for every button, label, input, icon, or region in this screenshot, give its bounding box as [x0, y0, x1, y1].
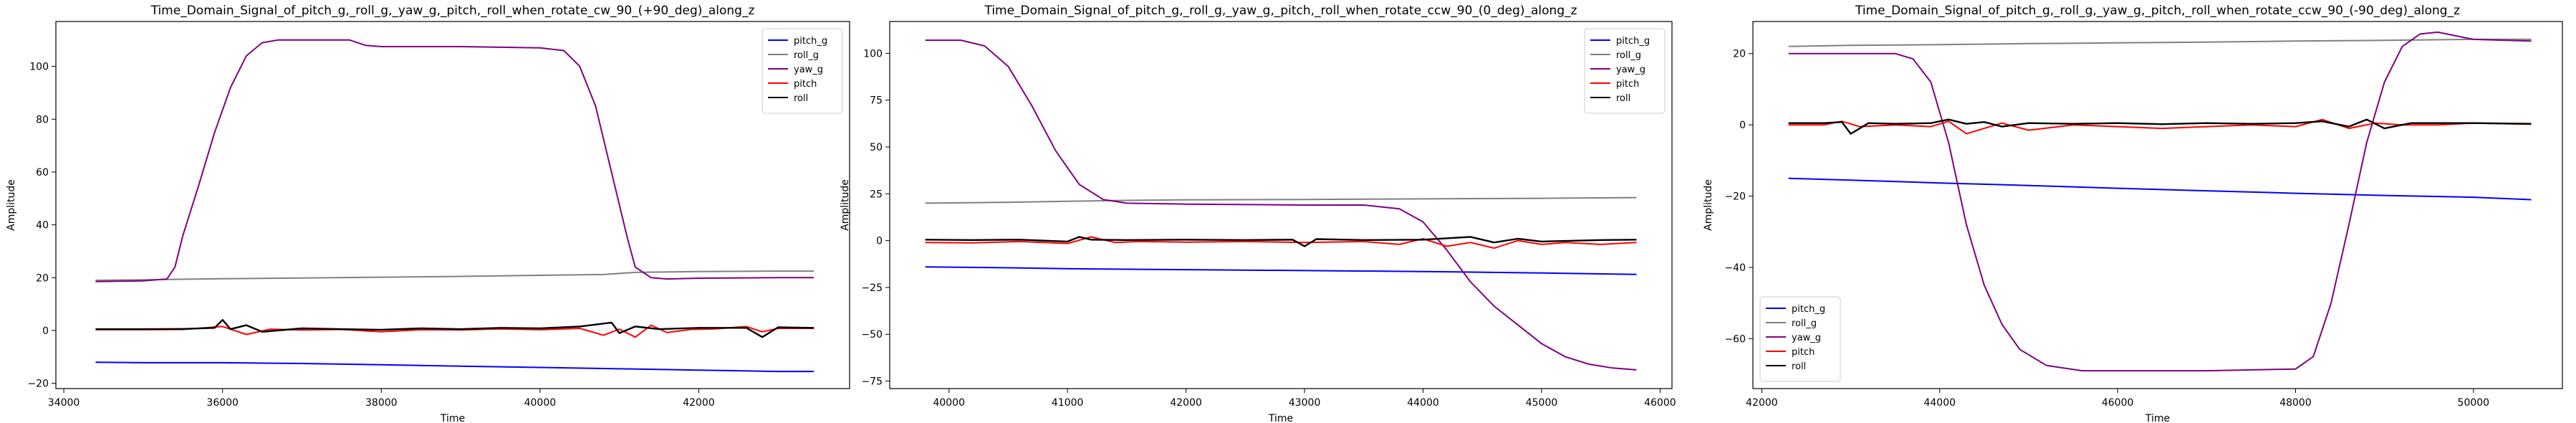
legend-label: yaw_g [1792, 333, 1821, 343]
legend-label: pitch [1616, 79, 1639, 90]
y-tick-label: −20 [27, 379, 49, 390]
series-line-pitch-g [95, 361, 814, 373]
series-line-yaw-g [95, 39, 814, 282]
legend-label: pitch [794, 79, 817, 90]
y-tick-label: 0 [42, 325, 49, 337]
x-tick-label: 43000 [1289, 397, 1321, 409]
y-tick-label: 100 [863, 48, 883, 60]
x-axis-label: Time [440, 413, 465, 423]
y-tick-label: −75 [861, 376, 883, 388]
x-tick-label: 36000 [206, 397, 239, 409]
y-tick-label: −25 [861, 282, 883, 294]
series-line-pitch-g [1788, 177, 2532, 201]
y-tick-label: 25 [870, 189, 883, 200]
series-line-pitch-g [925, 266, 1637, 275]
legend-label: pitch [1792, 347, 1815, 358]
y-tick-label: 60 [36, 167, 49, 179]
series-line-pitch [95, 324, 814, 338]
y-axis-label: Amplitude [6, 179, 17, 231]
y-axis-label: Amplitude [1703, 179, 1714, 231]
legend-label: yaw_g [1616, 65, 1645, 75]
x-axis-label: Time [2145, 413, 2170, 423]
y-tick-label: 100 [29, 62, 49, 73]
x-axis-label: Time [1268, 413, 1293, 423]
plot-area [55, 21, 850, 389]
series-line-pitch [1788, 118, 2532, 135]
legend-label: roll [1792, 361, 1806, 372]
y-tick-label: −50 [861, 329, 883, 341]
legend-label: pitch_g [794, 36, 827, 47]
series-line-roll [95, 319, 814, 338]
x-tick-label: 46000 [2102, 397, 2134, 409]
legend-box [1759, 296, 1841, 382]
x-tick-label: 44000 [1923, 397, 1956, 409]
legend-label: roll [1616, 93, 1630, 104]
legend-label: roll_g [1616, 50, 1641, 61]
chart-3: Time_Domain_Signal_of_pitch_g,_roll_g,_y… [1703, 4, 2563, 423]
chart-title: Time_Domain_Signal_of_pitch_g,_roll_g,_y… [984, 4, 1577, 18]
y-tick-label: 50 [870, 142, 883, 153]
chart-1: Time_Domain_Signal_of_pitch_g,_roll_g,_y… [6, 4, 850, 423]
x-tick-label: 34000 [48, 397, 80, 409]
x-tick-label: 44000 [1407, 397, 1439, 409]
legend-box [1584, 28, 1666, 114]
chart-2: Time_Domain_Signal_of_pitch_g,_roll_g,_y… [840, 4, 1676, 423]
y-tick-label: 40 [36, 220, 49, 232]
series-line-yaw-g [1788, 31, 2532, 372]
y-axis-label: Amplitude [840, 179, 851, 231]
legend-label: roll_g [1792, 318, 1817, 329]
series-line-roll-g [1788, 38, 2532, 47]
y-tick-label: 75 [870, 95, 883, 107]
plot-area [1752, 21, 2563, 389]
legend-label: yaw_g [794, 65, 823, 75]
series-line-roll [925, 236, 1637, 247]
legend-label: roll [794, 93, 808, 104]
legend-label: pitch_g [1792, 304, 1825, 315]
x-tick-label: 48000 [2279, 397, 2312, 409]
x-tick-label: 42000 [683, 397, 715, 409]
series-line-pitch [925, 236, 1637, 249]
x-tick-label: 38000 [365, 397, 398, 409]
legend-box [761, 28, 843, 114]
x-tick-label: 40000 [933, 397, 965, 409]
legend-label: roll_g [794, 50, 819, 61]
x-tick-label: 45000 [1526, 397, 1558, 409]
y-tick-label: 20 [36, 272, 49, 284]
y-tick-label: −20 [1724, 191, 1746, 203]
y-tick-label: −60 [1724, 333, 1746, 345]
plot-area [889, 21, 1673, 389]
y-tick-label: 20 [1733, 49, 1746, 60]
chart-title: Time_Domain_Signal_of_pitch_g,_roll_g,_y… [1855, 4, 2460, 18]
x-tick-label: 42000 [1746, 397, 1778, 409]
series-line-roll [1788, 118, 2532, 135]
series-line-yaw-g [925, 39, 1637, 371]
y-tick-label: 0 [876, 236, 883, 247]
x-tick-label: 50000 [2458, 397, 2490, 409]
y-tick-label: −40 [1724, 262, 1746, 274]
y-tick-label: 80 [36, 114, 49, 125]
x-tick-label: 40000 [524, 397, 557, 409]
x-tick-label: 41000 [1052, 397, 1084, 409]
legend-label: pitch_g [1616, 36, 1650, 47]
x-tick-label: 42000 [1170, 397, 1202, 409]
chart-title: Time_Domain_Signal_of_pitch_g,_roll_g,_y… [150, 4, 755, 18]
series-line-roll-g [925, 196, 1637, 204]
y-tick-label: 0 [1739, 120, 1746, 131]
x-tick-label: 46000 [1644, 397, 1676, 409]
series-line-roll-g [95, 270, 814, 281]
